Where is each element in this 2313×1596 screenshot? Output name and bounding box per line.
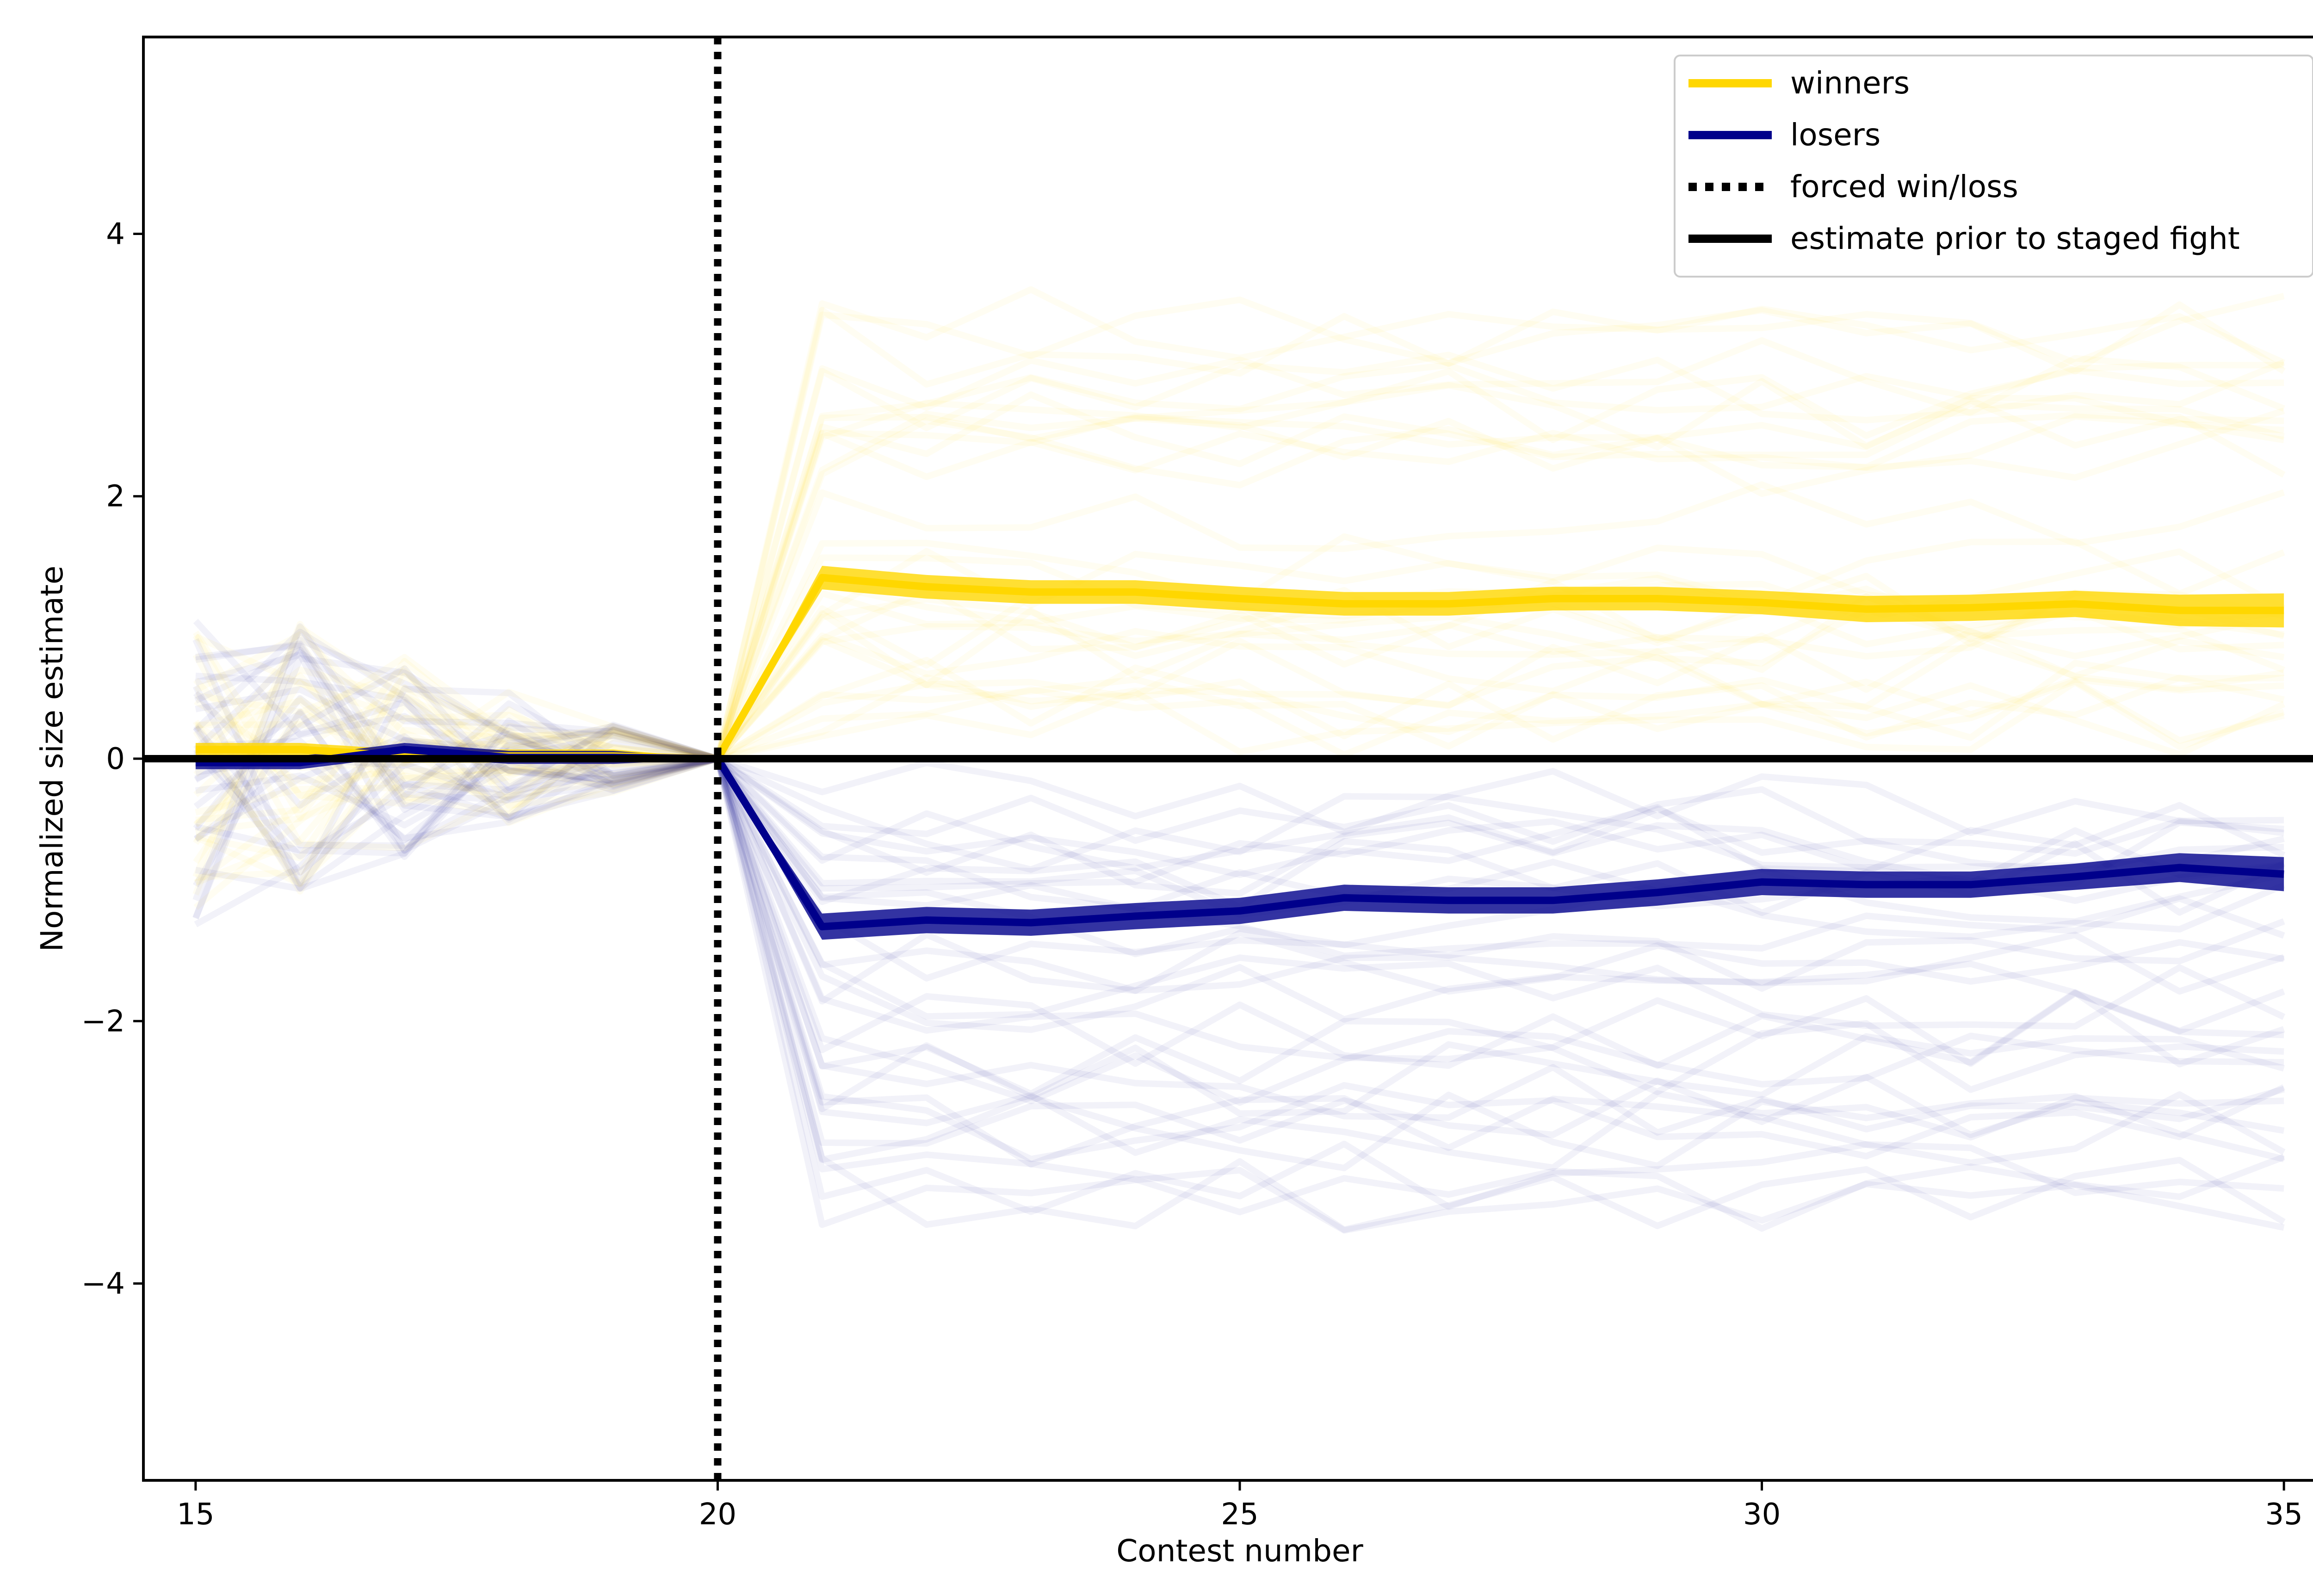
background-trace <box>195 755 2285 992</box>
x-axis-ticks: 15 20 25 30 35 <box>177 1480 2303 1532</box>
background-trace <box>193 749 2284 876</box>
background-traces <box>192 286 2286 1234</box>
background-trace <box>195 724 2285 1069</box>
background-trace <box>193 629 2284 1097</box>
background-trace <box>193 580 2284 864</box>
background-trace <box>195 755 2286 1168</box>
x-tick-label: 20 <box>699 1497 736 1532</box>
background-trace <box>192 297 2286 895</box>
background-trace <box>193 378 2284 887</box>
background-trace <box>195 352 2285 819</box>
background-trace <box>192 621 2285 878</box>
band-winners <box>195 566 2284 763</box>
background-trace <box>193 700 2285 873</box>
y-axis-title: Normalized size estimate <box>34 566 70 952</box>
background-trace <box>195 640 2285 1232</box>
legend-label: losers <box>1790 117 1880 153</box>
background-trace <box>192 708 2286 1163</box>
background-trace <box>194 413 2284 785</box>
background-trace <box>195 737 2286 1233</box>
background-trace <box>195 642 2284 876</box>
background-trace <box>192 362 2284 811</box>
y-tick-label: −4 <box>81 1267 125 1301</box>
background-trace <box>193 619 2284 1067</box>
x-axis-title: Contest number <box>1116 1533 1363 1569</box>
background-trace <box>192 623 2285 1136</box>
legend: winners losers forced win/loss estimate pri… <box>1674 55 2313 278</box>
background-trace <box>194 726 2285 1234</box>
background-trace <box>192 684 2285 995</box>
background-trace <box>195 678 2285 835</box>
background-trace <box>193 391 2285 787</box>
background-trace <box>193 695 2284 1171</box>
background-trace <box>194 606 2285 771</box>
background-trace <box>193 660 2284 845</box>
x-tick-label: 30 <box>1743 1497 1781 1532</box>
background-trace <box>193 649 2285 1147</box>
y-tick-label: 2 <box>106 480 125 514</box>
y-tick-label: 4 <box>106 217 125 251</box>
background-trace <box>193 725 2285 1117</box>
y-tick-label: −2 <box>81 1004 125 1039</box>
background-trace <box>194 647 2284 857</box>
background-trace <box>192 286 2285 852</box>
background-trace <box>192 624 2286 896</box>
background-trace <box>195 395 2285 861</box>
legend-label: forced win/loss <box>1790 169 2018 204</box>
background-trace <box>193 586 2284 817</box>
background-trace <box>195 408 2285 765</box>
background-trace <box>193 411 2286 828</box>
background-trace <box>193 691 2286 878</box>
legend-box <box>1674 55 2313 278</box>
band-losers <box>195 743 2284 940</box>
background-trace <box>194 710 2284 1106</box>
background-trace <box>193 337 2285 827</box>
x-tick-label: 35 <box>2265 1497 2302 1532</box>
background-trace <box>192 655 2286 1030</box>
x-tick-label: 15 <box>177 1497 214 1532</box>
x-tick-label: 25 <box>1221 1497 1258 1532</box>
background-trace <box>193 654 2284 885</box>
background-trace <box>195 673 2284 1215</box>
y-axis-ticks: −4 −2 0 2 4 <box>81 217 143 1301</box>
background-trace <box>195 674 2285 823</box>
legend-label: winners <box>1790 65 1910 101</box>
background-trace <box>193 665 2285 925</box>
background-trace <box>195 573 2285 881</box>
legend-label: estimate prior to staged fight <box>1790 221 2240 256</box>
background-trace <box>194 679 2285 886</box>
y-tick-label: 0 <box>106 742 125 776</box>
background-trace <box>195 627 2285 804</box>
confidence-bands <box>195 566 2284 940</box>
reference-lines <box>143 37 2313 1480</box>
background-trace <box>195 718 2285 959</box>
background-trace <box>194 699 2285 1171</box>
